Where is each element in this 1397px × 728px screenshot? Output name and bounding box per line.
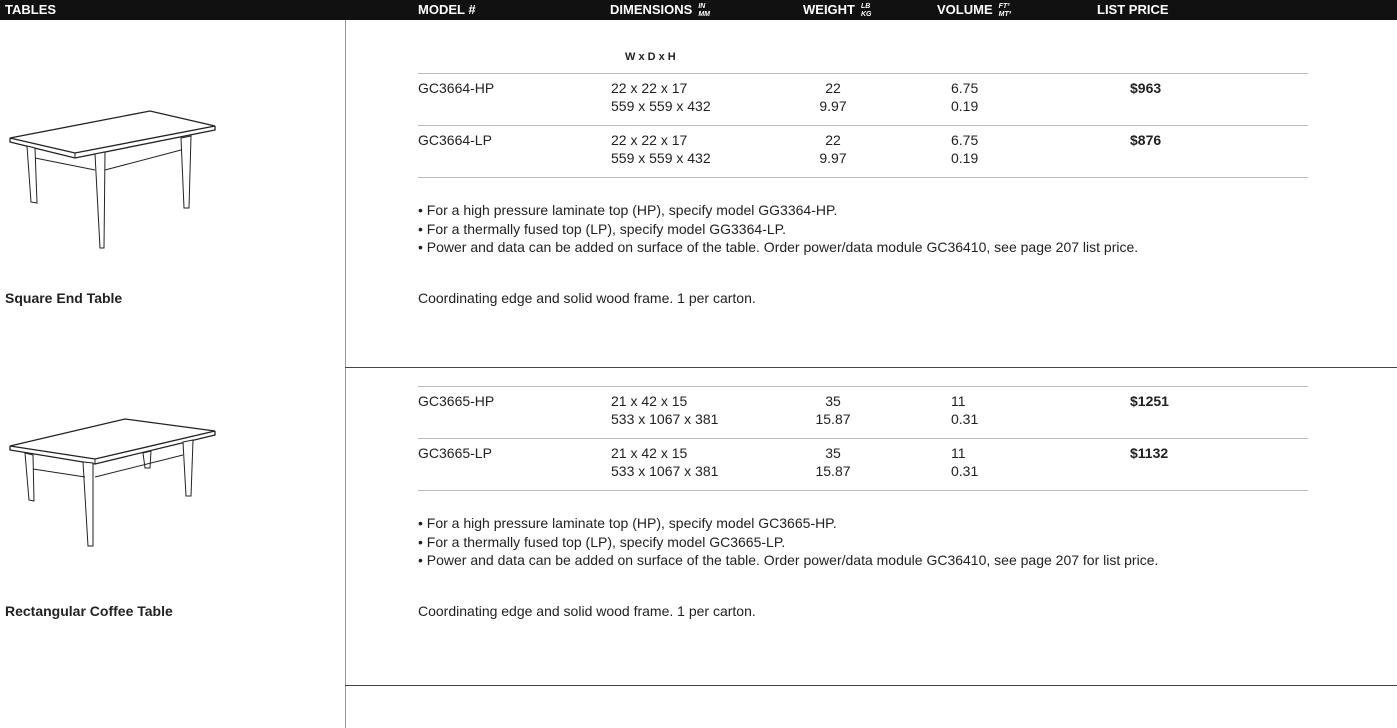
weight-kg: 9.97	[819, 98, 847, 114]
header-bar	[0, 0, 1397, 20]
weight-lb: 22	[825, 132, 841, 148]
column-header: VOLUME	[937, 2, 993, 17]
list-price: $876	[1130, 132, 1162, 148]
volume-mt: 0.19	[951, 150, 979, 166]
note: Coordinating edge and solid wood frame. …	[418, 603, 756, 619]
dimensions-in: 22 x 22 x 17	[611, 80, 688, 96]
weight-lb: 35	[825, 445, 841, 461]
dimensions-in: 21 x 42 x 15	[611, 445, 688, 461]
rule	[418, 177, 1308, 178]
model: GC3665-LP	[418, 445, 492, 461]
column-header: MODEL #	[418, 2, 476, 17]
column-header: WEIGHT	[803, 2, 855, 17]
rule	[418, 490, 1308, 491]
weight-lb: 22	[825, 80, 841, 96]
dimensions-in: 21 x 42 x 15	[611, 393, 688, 409]
weight-kg: 15.87	[815, 411, 851, 427]
rule	[345, 367, 1397, 368]
rule	[418, 73, 1308, 74]
rule	[345, 685, 1397, 686]
bullet-note: • Power and data can be added on surface…	[418, 552, 1159, 568]
volume-mt: 0.31	[951, 463, 979, 479]
product-name: Square End Table	[5, 290, 123, 306]
bullet-note: • For a thermally fused top (LP), specif…	[418, 220, 787, 237]
rule	[418, 438, 1308, 439]
divider	[345, 20, 346, 728]
dimensions-mm: 559 x 559 x 432	[611, 150, 711, 166]
list-price: $963	[1130, 80, 1162, 96]
model: GC3665-HP	[418, 393, 495, 409]
dimensions-mm: 559 x 559 x 432	[611, 98, 711, 114]
bullet-note: • For a high pressure laminate top (HP),…	[418, 202, 838, 218]
dimensions-mm: 533 x 1067 x 381	[611, 411, 719, 427]
weight-kg: 9.97	[819, 150, 847, 166]
weight-lb: 35	[825, 393, 841, 409]
volume-ft: 6.75	[951, 80, 979, 96]
dimensions-in: 22 x 22 x 17	[611, 132, 688, 148]
volume-mt: 0.19	[951, 98, 979, 114]
column-header: DIMENSIONS	[610, 2, 693, 17]
volume-ft: 11	[951, 445, 966, 461]
volume-mt: 0.31	[951, 411, 979, 427]
unit: FT³	[998, 3, 1010, 10]
unit: MT³	[998, 11, 1012, 18]
volume-ft: 11	[951, 393, 966, 409]
unit: KG	[861, 11, 872, 18]
unit: MM	[698, 11, 711, 18]
dimensions-mm: 533 x 1067 x 381	[611, 463, 719, 479]
weight-kg: 15.87	[815, 463, 851, 479]
dims-label: W x D x H	[625, 51, 676, 63]
bullet-note: • Power and data can be added on surface…	[418, 239, 1139, 255]
bullet-note: • For a thermally fused top (LP), specif…	[418, 533, 786, 550]
bullet-note: • For a high pressure laminate top (HP),…	[418, 515, 837, 531]
rule	[418, 386, 1308, 387]
note: Coordinating edge and solid wood frame. …	[418, 290, 756, 306]
model: GC3664-HP	[418, 80, 495, 96]
product-name: Rectangular Coffee Table	[5, 603, 173, 619]
rule	[418, 125, 1308, 126]
model: GC3664-LP	[418, 132, 492, 148]
list-price: $1251	[1130, 393, 1169, 409]
list-price: $1132	[1130, 445, 1169, 461]
table-illustration	[9, 418, 216, 547]
header-title: TABLES	[5, 2, 57, 17]
unit: LB	[861, 3, 871, 10]
volume-ft: 6.75	[951, 132, 979, 148]
table-illustration	[9, 110, 216, 249]
column-header: LIST PRICE	[1097, 2, 1169, 17]
unit: IN	[698, 3, 706, 10]
